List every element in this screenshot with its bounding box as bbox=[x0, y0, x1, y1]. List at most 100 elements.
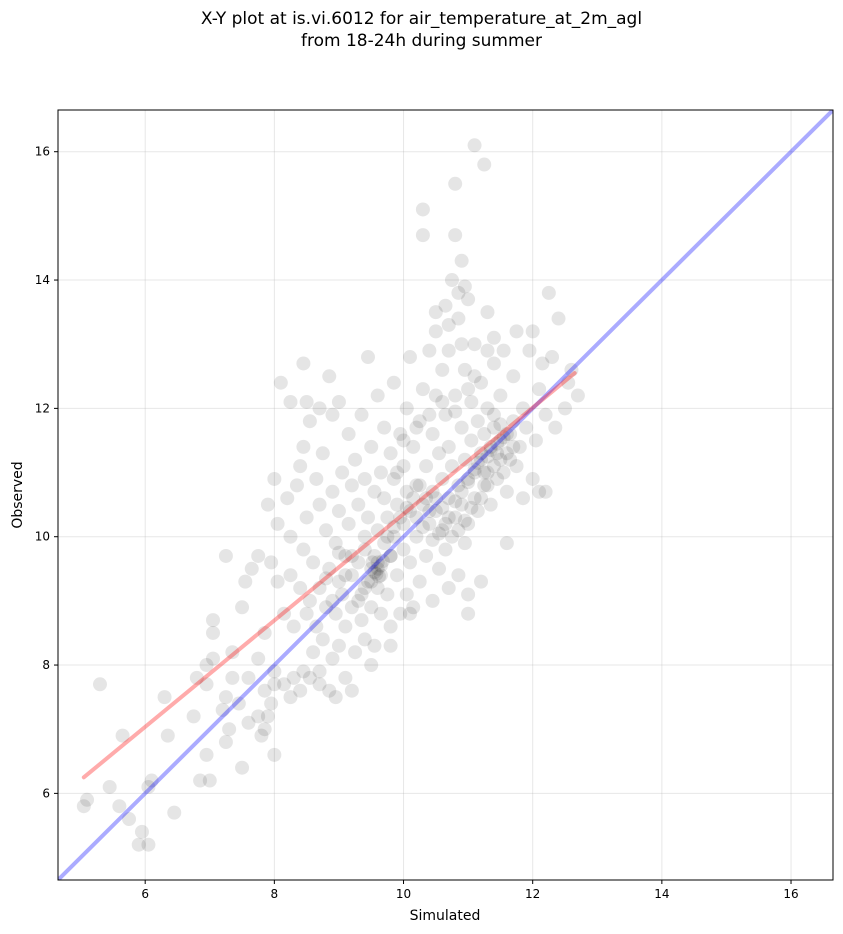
y-tick-label: 6 bbox=[42, 786, 50, 800]
data-point bbox=[199, 747, 214, 762]
data-point bbox=[302, 414, 317, 429]
data-point bbox=[409, 510, 424, 525]
data-point bbox=[402, 555, 417, 570]
data-point bbox=[206, 625, 220, 640]
data-point bbox=[260, 497, 275, 512]
data-point bbox=[409, 529, 424, 544]
data-point bbox=[406, 439, 421, 454]
data-point bbox=[512, 439, 527, 454]
data-point bbox=[357, 471, 372, 486]
data-point bbox=[325, 593, 340, 608]
data-point bbox=[296, 542, 311, 557]
data-point bbox=[328, 690, 343, 705]
plot-area bbox=[58, 110, 833, 880]
x-tick-label: 16 bbox=[783, 887, 798, 901]
data-point bbox=[357, 542, 372, 557]
data-point bbox=[302, 593, 317, 608]
data-point bbox=[328, 536, 343, 551]
data-point bbox=[267, 677, 282, 692]
data-point bbox=[202, 773, 217, 788]
data-point bbox=[441, 343, 456, 358]
data-point bbox=[328, 606, 343, 621]
data-point bbox=[438, 407, 453, 422]
x-tick-label: 12 bbox=[525, 887, 540, 901]
data-point bbox=[461, 475, 476, 490]
data-point bbox=[370, 555, 385, 570]
data-point bbox=[315, 446, 330, 461]
chart-title-line1: X-Y plot at is.vi.6012 for air_temperatu… bbox=[200, 9, 643, 29]
data-point bbox=[496, 430, 511, 445]
data-point bbox=[419, 491, 434, 506]
data-point bbox=[451, 568, 466, 583]
data-point bbox=[270, 574, 285, 589]
data-point bbox=[312, 677, 327, 692]
data-point bbox=[364, 658, 379, 673]
data-point bbox=[532, 484, 547, 499]
data-point bbox=[215, 702, 230, 717]
data-point bbox=[80, 792, 95, 807]
data-point bbox=[464, 394, 479, 409]
data-point bbox=[425, 593, 440, 608]
data-point bbox=[370, 388, 385, 403]
data-point bbox=[457, 362, 472, 377]
data-point bbox=[122, 812, 137, 827]
data-point bbox=[415, 520, 430, 535]
data-point bbox=[457, 513, 472, 528]
data-point bbox=[477, 478, 492, 493]
data-point bbox=[167, 805, 182, 820]
data-point bbox=[412, 478, 427, 493]
data-point bbox=[251, 651, 266, 666]
data-point bbox=[532, 382, 547, 397]
y-tick-label: 12 bbox=[35, 401, 50, 415]
data-point bbox=[386, 520, 401, 535]
data-point bbox=[157, 690, 172, 705]
data-point bbox=[380, 510, 395, 525]
data-point bbox=[474, 491, 489, 506]
data-point bbox=[506, 414, 521, 429]
data-point bbox=[206, 651, 220, 666]
data-point bbox=[538, 484, 553, 499]
data-point bbox=[428, 504, 443, 519]
data-point bbox=[277, 606, 292, 621]
data-point bbox=[412, 574, 427, 589]
data-point bbox=[457, 452, 472, 467]
chart-title: X-Y plot at is.vi.6012 for air_temperatu… bbox=[0, 8, 843, 52]
data-point bbox=[519, 420, 534, 435]
data-point bbox=[474, 452, 489, 467]
data-point bbox=[335, 587, 350, 602]
data-point bbox=[390, 465, 405, 480]
data-point bbox=[396, 459, 411, 474]
data-point bbox=[480, 305, 495, 320]
data-point bbox=[396, 516, 411, 531]
data-point bbox=[402, 504, 417, 519]
data-point bbox=[312, 581, 327, 596]
data-point bbox=[344, 548, 359, 563]
data-point bbox=[369, 566, 384, 581]
data-point bbox=[493, 452, 508, 467]
data-point bbox=[506, 369, 521, 384]
data-point bbox=[438, 516, 453, 531]
data-point bbox=[341, 516, 356, 531]
data-point bbox=[454, 420, 469, 435]
data-point bbox=[371, 569, 386, 584]
data-point bbox=[251, 709, 266, 724]
data-point bbox=[451, 523, 466, 538]
x-axis-label: Simulated bbox=[410, 908, 481, 924]
data-point bbox=[199, 658, 214, 673]
data-point bbox=[380, 587, 395, 602]
data-point bbox=[357, 529, 372, 544]
data-point bbox=[319, 523, 334, 538]
data-point bbox=[448, 404, 463, 419]
data-point bbox=[267, 747, 282, 762]
data-point bbox=[386, 471, 401, 486]
data-point bbox=[444, 529, 459, 544]
data-point bbox=[141, 837, 156, 852]
data-point bbox=[348, 645, 363, 660]
data-point bbox=[357, 632, 372, 647]
data-point bbox=[451, 311, 466, 326]
data-point bbox=[538, 407, 553, 422]
data-point bbox=[238, 574, 253, 589]
data-point bbox=[76, 799, 91, 814]
data-point bbox=[235, 600, 250, 615]
y-tick-label: 8 bbox=[42, 658, 50, 672]
